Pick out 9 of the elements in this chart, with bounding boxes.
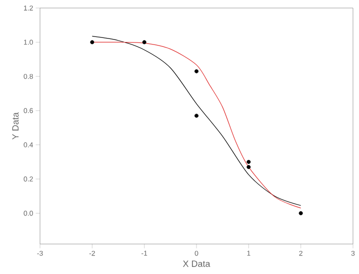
point: [142, 40, 146, 44]
point: [90, 40, 94, 44]
x-axis-title: X Data: [182, 260, 210, 267]
point: [246, 165, 251, 170]
point: [298, 211, 303, 216]
point: [246, 160, 251, 164]
point: [194, 114, 198, 118]
point: [194, 69, 198, 74]
y-axis-title: Y Data: [12, 112, 19, 140]
